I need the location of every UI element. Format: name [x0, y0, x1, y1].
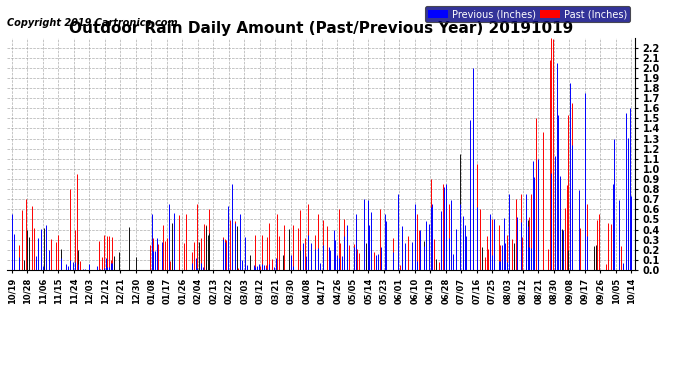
Legend: Previous (Inches), Past (Inches): Previous (Inches), Past (Inches) [425, 6, 630, 22]
Title: Outdoor Rain Daily Amount (Past/Previous Year) 20191019: Outdoor Rain Daily Amount (Past/Previous… [69, 21, 573, 36]
Text: Copyright 2019 Cartronics.com: Copyright 2019 Cartronics.com [7, 18, 177, 28]
